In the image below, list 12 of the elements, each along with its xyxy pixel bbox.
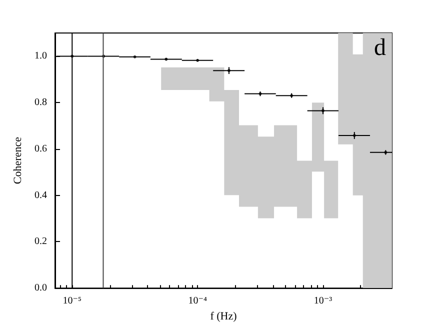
x-tick-label: 10⁻⁴ [188, 296, 208, 307]
y-tick-label: 0.2 [34, 236, 47, 248]
x-tick-label: 10⁻³ [314, 296, 332, 307]
x-axis-title: f (Hz) [210, 310, 238, 322]
y-axis-title: Coherence [12, 136, 24, 184]
y-tick-label: 0.4 [34, 190, 47, 201]
y-tick-label: 0.0 [34, 282, 47, 294]
y-tick-label: 0.8 [34, 97, 47, 108]
annotation: d [374, 35, 386, 61]
x-tick-label: 10⁻⁵ [62, 296, 82, 307]
y-tick-label: 0.6 [34, 143, 47, 154]
y-tick-label: 1.0 [34, 50, 47, 62]
